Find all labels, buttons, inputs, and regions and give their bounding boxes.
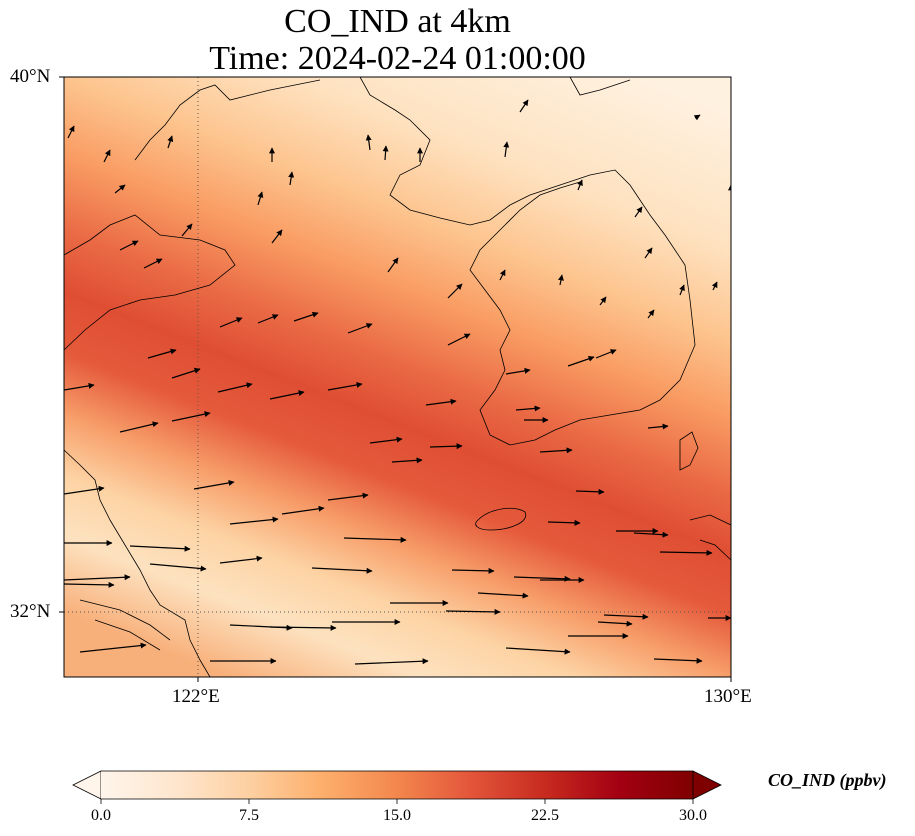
wind-arrow	[147, 348, 177, 359]
wind-arrow	[679, 284, 685, 296]
wind-arrow	[281, 505, 325, 515]
wind-arrow	[693, 114, 701, 121]
wind-arrow	[327, 492, 369, 501]
wind-arrow	[103, 149, 111, 163]
wind-arrow	[599, 296, 607, 306]
wind-arrow	[343, 536, 407, 543]
wind-arrow	[547, 519, 581, 526]
wind-arrow	[288, 171, 295, 186]
wind-arrow	[519, 99, 529, 113]
wind-arrow	[365, 134, 372, 151]
co-concentration-field	[64, 77, 731, 677]
wind-arrow	[659, 549, 713, 556]
wind-arrow	[64, 581, 115, 588]
lat-tick-40n: 40°N	[10, 66, 51, 87]
wind-arrow	[293, 311, 319, 322]
wind-arrow	[647, 423, 669, 430]
wind-arrow	[429, 443, 463, 450]
wind-arrow	[597, 620, 633, 627]
lon-tick-130e: 130°E	[704, 686, 752, 707]
wind-arrow	[143, 258, 163, 269]
wind-arrow	[257, 191, 264, 206]
wind-arrow	[557, 274, 564, 286]
wind-arrow	[477, 592, 529, 599]
wind-arrow	[575, 488, 605, 495]
lat-tick-32n: 32°N	[10, 601, 51, 622]
wind-arrow	[114, 184, 126, 194]
wind-arrow	[129, 545, 191, 552]
wind-arrow	[354, 658, 429, 665]
wind-arrow	[257, 314, 279, 324]
colorbar-tick-3: 22.5	[531, 807, 559, 824]
wind-arrow	[149, 563, 207, 572]
wind-arrow	[167, 135, 174, 149]
wind-arrow	[219, 555, 263, 564]
coastlines	[64, 77, 731, 677]
wind-arrow	[391, 457, 423, 464]
colorbar-tick-0: 0.0	[91, 807, 111, 824]
wind-arrow	[595, 349, 617, 359]
colorbar-tick-1: 7.5	[239, 807, 259, 824]
wind-arrow	[503, 141, 510, 158]
wind-arrow	[119, 240, 139, 251]
wind-arrow	[447, 333, 471, 346]
wind-arrow	[451, 567, 495, 574]
wind-arrow	[67, 125, 75, 139]
wind-arrow	[711, 281, 718, 291]
wind-arrow	[647, 309, 655, 319]
map-plot	[59, 76, 732, 682]
colorbar-label: CO_IND (ppbv)	[768, 770, 887, 790]
wind-arrow	[513, 575, 571, 582]
wind-arrow	[271, 229, 283, 244]
wind-arrow	[653, 657, 703, 664]
wind-arrow	[217, 382, 253, 393]
wind-arrow	[445, 608, 501, 615]
wind-arrow	[567, 355, 595, 367]
wind-arrow	[181, 223, 193, 237]
wind-arrow	[577, 179, 583, 191]
wind-arrow	[327, 381, 363, 391]
colorbar-tick-4: 30.0	[679, 807, 707, 824]
colorbar-tick-2: 15.0	[383, 807, 411, 824]
wind-arrow	[387, 257, 399, 273]
wind-arrow	[644, 247, 653, 259]
wind-arrow	[219, 317, 243, 328]
wind-arrow	[269, 390, 305, 400]
wind-arrow	[64, 574, 131, 581]
wind-arrow	[193, 479, 235, 490]
wind-arrow	[425, 398, 457, 406]
wind-arrow	[269, 624, 337, 631]
wind-arrow	[505, 647, 571, 655]
wind-arrow	[311, 567, 373, 574]
wind-arrow	[229, 516, 279, 525]
lon-tick-122e: 122°E	[172, 686, 220, 707]
wind-arrow	[634, 206, 643, 218]
wind-arrow	[539, 447, 573, 454]
wind-arrow	[369, 436, 403, 444]
wind-arrow	[382, 145, 389, 161]
wind-arrow	[505, 367, 531, 375]
wind-arrow	[347, 323, 373, 334]
wind-arrow	[633, 531, 669, 538]
wind-arrow	[64, 485, 105, 495]
wind-arrow	[171, 411, 211, 422]
wind-arrow	[447, 283, 463, 299]
wind-vectors	[64, 99, 731, 665]
wind-arrow	[119, 421, 159, 433]
wind-arrow	[171, 367, 201, 379]
wind-arrow	[79, 642, 147, 653]
wind-arrow	[499, 269, 506, 281]
wind-arrow	[603, 613, 649, 620]
map-title: CO_IND at 4km	[284, 3, 511, 40]
wind-arrow	[515, 405, 541, 412]
wind-arrow	[64, 382, 95, 391]
map-time-subtitle: Time: 2024-02-24 01:00:00	[209, 40, 586, 77]
map-frame	[63, 76, 732, 678]
